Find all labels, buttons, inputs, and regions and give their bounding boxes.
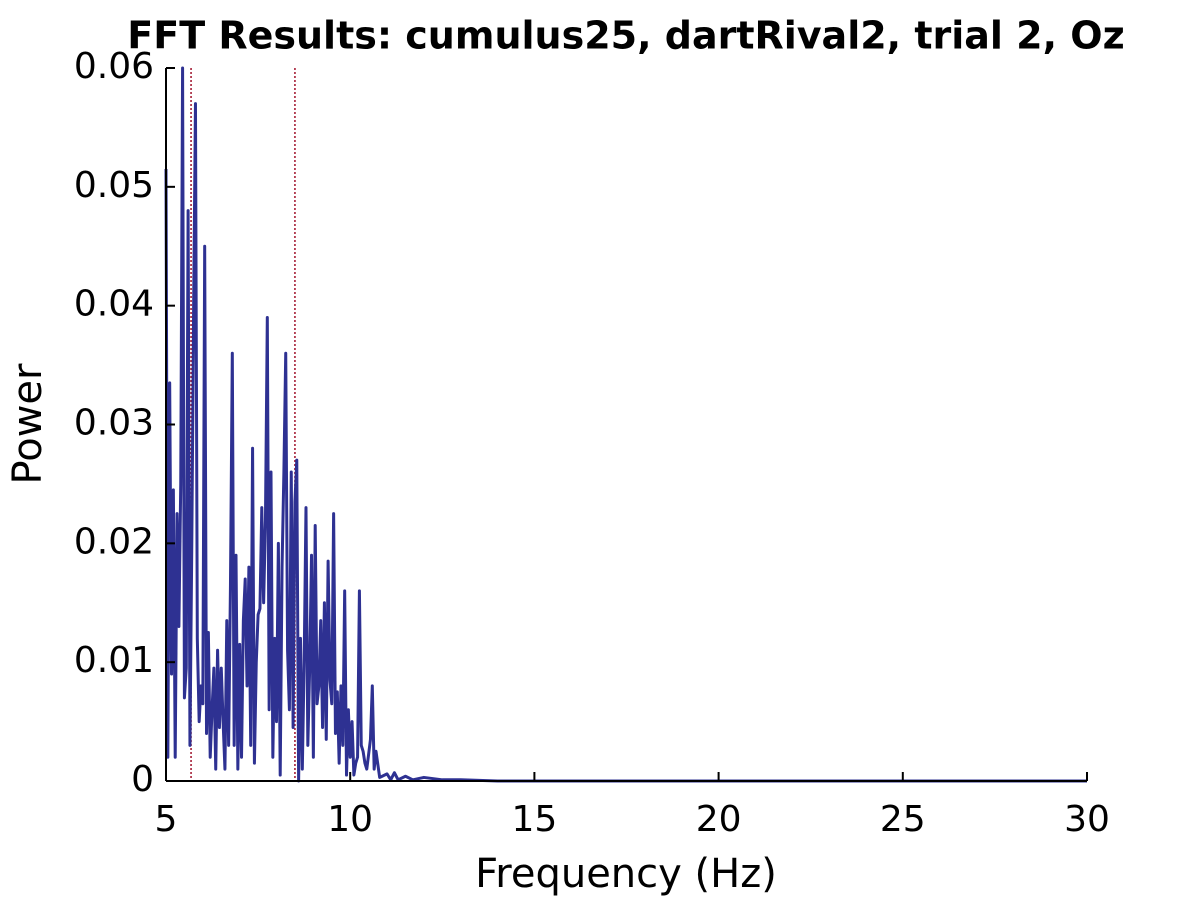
x-tick-label: 15	[511, 799, 557, 840]
x-tick-label: 10	[327, 799, 373, 840]
y-tick-label: 0.06	[74, 46, 154, 87]
y-tick-label: 0	[131, 759, 154, 800]
y-tick-label: 0.02	[74, 521, 154, 562]
y-tick-label: 0.04	[74, 284, 154, 325]
y-axis-label: Power	[5, 363, 51, 484]
x-tick-label: 25	[880, 799, 926, 840]
y-tick-label: 0.03	[74, 403, 154, 444]
y-tick-label: 0.05	[74, 165, 154, 206]
chart-title: FFT Results: cumulus25, dartRival2, tria…	[127, 14, 1124, 58]
x-axis-label: Frequency (Hz)	[475, 851, 777, 897]
y-tick-label: 0.01	[74, 640, 154, 681]
x-tick-label: 30	[1064, 799, 1110, 840]
x-tick-label: 20	[696, 799, 742, 840]
data-line	[164, 66, 1087, 783]
x-tick-label: 5	[155, 799, 178, 840]
